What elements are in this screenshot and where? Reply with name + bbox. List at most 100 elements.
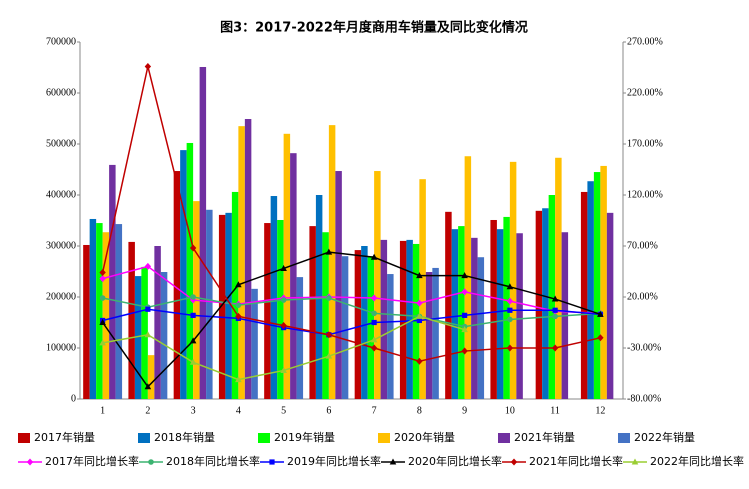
line-marker xyxy=(597,334,604,342)
line-marker xyxy=(461,288,468,296)
bar xyxy=(277,219,284,399)
line-marker xyxy=(99,319,106,325)
y2-tick-label: -80.00% xyxy=(627,393,661,404)
bar xyxy=(134,276,142,399)
legend-marker xyxy=(510,458,518,466)
bar xyxy=(141,266,148,399)
bar xyxy=(186,142,194,400)
line-marker xyxy=(190,294,196,300)
y2-tick-label: 270.00% xyxy=(627,36,663,47)
y-tick-label: 0 xyxy=(71,393,76,404)
bar xyxy=(322,232,329,399)
x-tick-label: 3 xyxy=(191,405,196,416)
chart-title: 图3：2017-2022年月度商用车销量及同比变化情况 xyxy=(220,20,528,36)
bar xyxy=(406,239,413,399)
bar xyxy=(464,156,472,399)
legend-label: 2018年销量 xyxy=(154,430,215,444)
line-marker xyxy=(189,337,197,344)
bar xyxy=(555,157,562,399)
line-marker xyxy=(507,316,513,323)
bar xyxy=(490,219,497,399)
line-marker xyxy=(99,269,106,277)
line-marker xyxy=(235,376,242,383)
line-marker xyxy=(552,313,558,320)
bar xyxy=(238,126,245,400)
line-marker xyxy=(416,272,423,279)
bar xyxy=(509,161,517,399)
x-tick-label: 8 xyxy=(417,405,422,416)
bar xyxy=(535,210,543,399)
bar xyxy=(477,257,485,399)
bar xyxy=(173,171,181,399)
bar xyxy=(496,229,504,399)
line-marker xyxy=(189,244,197,252)
line-marker xyxy=(144,383,152,390)
line-marker xyxy=(99,339,106,346)
legend-label: 2018年同比增长率 xyxy=(166,454,260,468)
bar xyxy=(335,171,342,399)
line-marker xyxy=(144,331,152,338)
bar xyxy=(160,272,168,399)
line-marker xyxy=(326,295,332,301)
legend-swatch xyxy=(498,433,510,443)
bar xyxy=(580,191,588,399)
x-tick-label: 11 xyxy=(550,405,560,416)
x-tick-label: 2 xyxy=(145,405,150,416)
bar xyxy=(154,246,161,399)
line-marker xyxy=(280,264,287,271)
legend-label: 2021年销量 xyxy=(514,430,575,444)
line-marker xyxy=(280,366,287,373)
legend-label: 2017年同比增长率 xyxy=(45,454,139,468)
bar xyxy=(503,216,510,399)
line-marker xyxy=(370,253,378,260)
bar xyxy=(399,240,407,399)
bar xyxy=(412,243,420,399)
x-tick-label: 9 xyxy=(462,405,467,416)
legend-label: 2022年销量 xyxy=(634,430,695,444)
bar xyxy=(109,164,116,399)
line xyxy=(102,296,601,328)
y-tick-label: 600000 xyxy=(46,87,76,98)
line-marker xyxy=(416,312,423,319)
line-marker xyxy=(506,283,514,290)
bar xyxy=(199,66,207,400)
legend-swatch xyxy=(138,433,150,443)
bar xyxy=(606,212,614,399)
bar xyxy=(419,179,426,399)
bar xyxy=(283,133,291,400)
line-marker xyxy=(461,347,468,355)
y2-tick-label: 170.00% xyxy=(627,138,663,149)
legend-label: 2020年销量 xyxy=(394,430,455,444)
line-marker xyxy=(280,322,287,330)
line-marker xyxy=(416,357,423,365)
line-marker xyxy=(461,272,468,279)
bar xyxy=(380,239,388,399)
bar xyxy=(542,208,549,399)
line-marker xyxy=(235,312,242,320)
line-marker xyxy=(506,297,514,305)
bar xyxy=(587,181,594,399)
bar xyxy=(367,256,375,399)
bar xyxy=(244,119,252,399)
line-marker xyxy=(189,358,197,365)
line-marker xyxy=(370,344,378,352)
bar xyxy=(115,224,123,399)
line-marker xyxy=(371,319,377,326)
line-marker xyxy=(551,295,559,302)
line xyxy=(101,66,601,363)
line-marker xyxy=(371,310,377,317)
line-marker xyxy=(370,294,378,302)
x-tick-label: 1 xyxy=(100,405,105,416)
legend-marker xyxy=(631,458,639,465)
bar xyxy=(309,226,316,399)
y2-tick-label: 70.00% xyxy=(627,240,658,251)
x-tick-label: 12 xyxy=(595,405,605,416)
y-tick-label: 500000 xyxy=(46,138,76,149)
line-marker xyxy=(551,344,559,352)
bar xyxy=(600,165,607,399)
line-marker xyxy=(325,331,333,339)
line-marker xyxy=(99,295,106,301)
line-marker xyxy=(325,248,333,255)
legend-label: 2020年同比增长率 xyxy=(408,454,502,468)
